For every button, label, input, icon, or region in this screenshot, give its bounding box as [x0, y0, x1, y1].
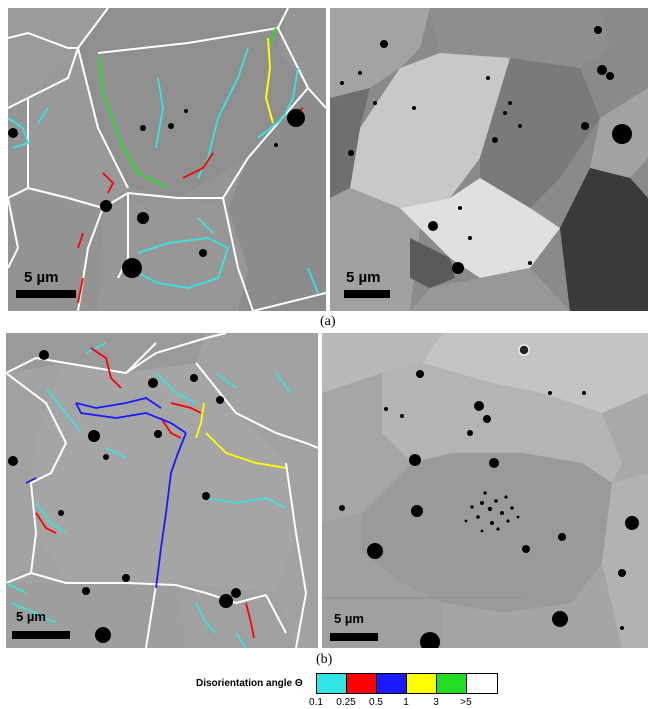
legend-swatch [317, 674, 347, 693]
panel-b-boundary-map: 5 µm [6, 333, 318, 648]
legend-swatch [377, 674, 407, 693]
caption-b: (b) [316, 652, 333, 667]
legend-tick-label: >5 [460, 697, 472, 708]
scale-label: 5 µm [16, 609, 46, 624]
legend-ticks: 0.1 0.25 0.5 1 3 >5 [309, 697, 496, 709]
scale-label: 5 µm [334, 611, 364, 626]
legend-tick-label: 0.5 [369, 697, 383, 708]
caption-a: (a) [320, 314, 336, 329]
legend-color-bar [316, 673, 498, 694]
scale-label: 5 µm [346, 269, 381, 286]
legend-title: Disorientation angle Θ [196, 678, 303, 689]
scale-label: 5 µm [24, 269, 59, 286]
legend-swatch [437, 674, 467, 693]
legend-swatch [467, 674, 497, 693]
panel-b-contrast-image: 5 µm [322, 333, 648, 648]
panel-a-boundary-map: 5 µm [8, 8, 326, 311]
legend-tick-label: 3 [433, 697, 439, 708]
legend-tick-label: 0.25 [336, 697, 356, 708]
legend-swatch [347, 674, 377, 693]
legend-tick-label: 1 [403, 697, 409, 708]
panel-a-contrast-image: 5 µm [330, 8, 648, 311]
legend-tick-label: 0.1 [309, 697, 323, 708]
legend-swatch [407, 674, 437, 693]
